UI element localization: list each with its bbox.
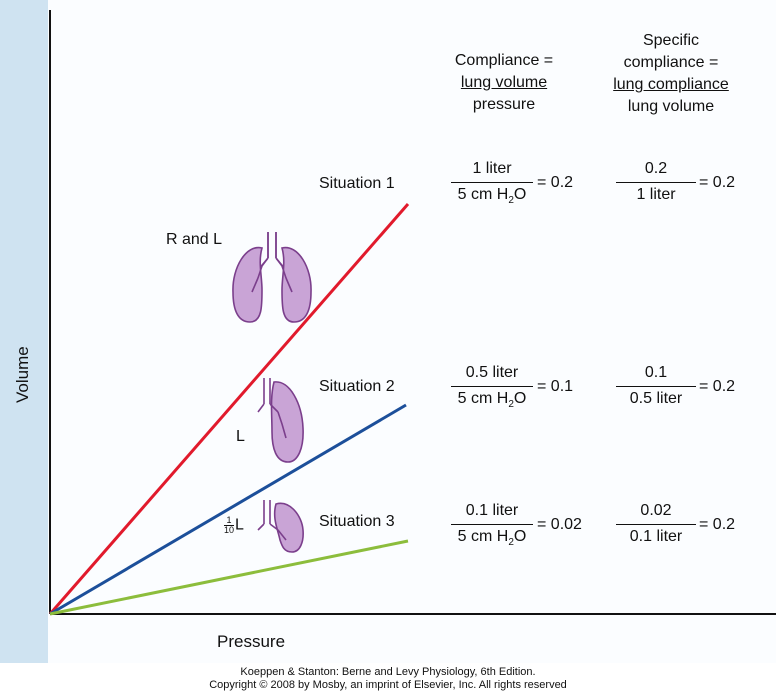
situation-2-specific-den: 0.5 liter bbox=[629, 390, 683, 407]
lung-label-r-and-l: R and L bbox=[166, 231, 223, 248]
fraction-bar bbox=[616, 182, 696, 183]
situation-1-compliance-den: 5 cm H2O bbox=[457, 186, 527, 207]
compliance-header-line3: pressure bbox=[472, 96, 536, 113]
situation-1-label: Situation 1 bbox=[319, 175, 395, 192]
compliance-header-line1: Compliance = bbox=[454, 52, 554, 69]
left-lung-icon bbox=[257, 378, 304, 463]
situation-3-compliance-num: 0.1 liter bbox=[465, 502, 519, 519]
compliance-header-line2: lung volume bbox=[460, 74, 548, 91]
fraction-bar bbox=[616, 386, 696, 387]
compliance-header: Compliance = lung volume pressure bbox=[440, 50, 568, 116]
situation-2-specific-value: = 0.2 bbox=[699, 378, 736, 395]
specific-header-line4: lung volume bbox=[627, 98, 715, 115]
situation-2-specific-num: 0.1 bbox=[644, 364, 668, 381]
footer-line-1: Koeppen & Stanton: Berne and Levy Physio… bbox=[240, 666, 536, 678]
specific-compliance-header: Specific compliance = lung compliance lu… bbox=[596, 30, 746, 118]
situation-1-specific-den: 1 liter bbox=[636, 186, 676, 203]
lung-fraction-num: 1 bbox=[224, 516, 235, 526]
lung-label-tenth-l: 1 10 L bbox=[224, 516, 244, 535]
situation-2-compliance-num: 0.5 liter bbox=[465, 364, 519, 381]
fraction-bar bbox=[451, 386, 533, 387]
specific-header-line1: Specific bbox=[642, 32, 700, 49]
lung-fraction-den: 10 bbox=[224, 525, 235, 535]
situation-3-line bbox=[49, 539, 409, 616]
specific-header-line2: compliance = bbox=[623, 54, 719, 71]
plot-area bbox=[48, 10, 776, 616]
fraction-bar bbox=[451, 182, 533, 183]
situation-1-compliance-num: 1 liter bbox=[472, 160, 512, 177]
situation-1-specific-value: = 0.2 bbox=[699, 174, 736, 191]
situation-2-compliance-value: = 0.1 bbox=[537, 378, 574, 395]
situation-2-line bbox=[49, 403, 407, 616]
lung-label-l: L bbox=[236, 428, 245, 445]
fraction-bar bbox=[451, 524, 533, 525]
situation-3-specific-num: 0.02 bbox=[640, 502, 672, 519]
x-axis-label: Pressure bbox=[217, 632, 286, 651]
lung-fraction-suffix: L bbox=[235, 516, 244, 534]
situation-3-specific-den: 0.1 liter bbox=[629, 528, 683, 545]
specific-header-line3: lung compliance bbox=[613, 76, 729, 93]
situation-2-compliance-den: 5 cm H2O bbox=[457, 390, 527, 411]
both-lungs-icon bbox=[232, 232, 312, 323]
situation-3-compliance-value: = 0.02 bbox=[537, 516, 582, 533]
situation-3-compliance-den: 5 cm H2O bbox=[457, 528, 527, 549]
situation-3-specific-value: = 0.2 bbox=[699, 516, 736, 533]
fraction-bar bbox=[616, 524, 696, 525]
situation-2-label: Situation 2 bbox=[319, 378, 395, 395]
figure-panel bbox=[48, 0, 776, 663]
situation-1-specific-num: 0.2 bbox=[644, 160, 668, 177]
footer-line-2: Copyright © 2008 by Mosby, an imprint of… bbox=[209, 679, 567, 691]
situation-3-label: Situation 3 bbox=[319, 513, 395, 530]
partial-lung-icon bbox=[257, 500, 304, 553]
y-axis-label: Volume bbox=[13, 346, 32, 403]
situation-1-line bbox=[48, 203, 410, 615]
situation-1-compliance-value: = 0.2 bbox=[537, 174, 574, 191]
